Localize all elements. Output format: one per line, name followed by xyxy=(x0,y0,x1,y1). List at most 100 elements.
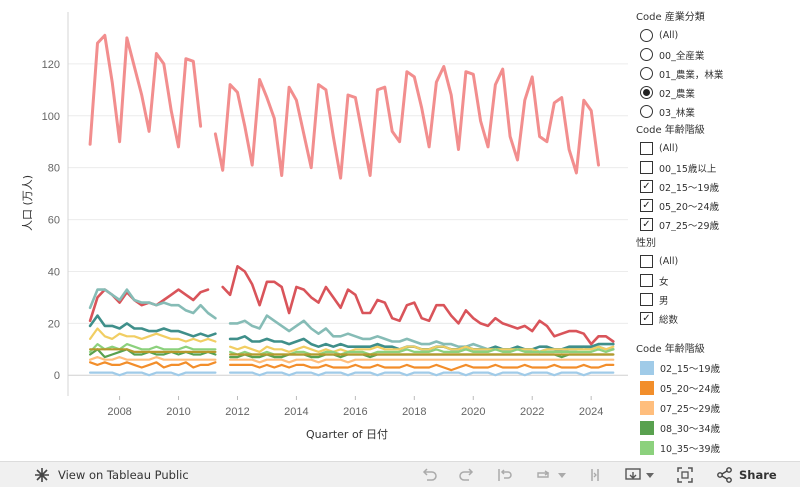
radio-button[interactable] xyxy=(640,105,653,118)
sex-filter-title: 性別 xyxy=(636,238,656,249)
checkbox[interactable]: ✓ xyxy=(640,312,653,325)
legend-item[interactable]: 07_25～29歳 xyxy=(630,398,798,418)
industry-option-label: 01_農業，林業 xyxy=(659,69,724,81)
legend-swatch xyxy=(640,421,654,435)
age-option-label: 05_20～24歳 xyxy=(659,201,720,213)
industry-option[interactable]: (All) xyxy=(630,26,798,45)
series-line-7[interactable] xyxy=(89,348,615,356)
sex-option-label: (All) xyxy=(659,256,679,267)
radio-button[interactable] xyxy=(640,86,653,99)
checkbox[interactable] xyxy=(640,142,653,155)
legend-label: 02_15～19歳 xyxy=(660,364,721,375)
radio-button[interactable] xyxy=(640,67,653,80)
checkbox[interactable] xyxy=(640,161,653,174)
legend-label: 05_20～24歳 xyxy=(660,384,721,395)
x-axis-title: Quarter of 日付 xyxy=(306,428,388,441)
age-option[interactable]: ✓ 07_25～29歳 xyxy=(630,215,798,231)
legend-swatch xyxy=(640,441,654,455)
age-option-label: 07_25～29歳 xyxy=(659,220,720,232)
legend-label: 07_25～29歳 xyxy=(660,404,721,415)
view-on-tableau-public-link[interactable]: View on Tableau Public xyxy=(0,465,189,485)
series-line-4[interactable] xyxy=(89,327,615,353)
series-line-10[interactable] xyxy=(89,371,615,377)
refresh-dropdown-caret[interactable] xyxy=(558,471,566,479)
view-on-tableau-public-label: View on Tableau Public xyxy=(58,467,189,482)
y-tick-label: 100 xyxy=(42,111,60,123)
x-tick-label: 2018 xyxy=(402,406,426,418)
caret-down-icon xyxy=(558,473,566,478)
undo-button[interactable] xyxy=(420,466,438,484)
age-option[interactable]: (All) xyxy=(630,139,798,158)
checkbox[interactable] xyxy=(640,255,653,268)
download-icon xyxy=(625,468,641,480)
tableau-logo-icon xyxy=(34,465,50,485)
industry-option[interactable]: 02_農業 xyxy=(630,83,798,102)
checkbox[interactable]: ✓ xyxy=(640,180,653,193)
sex-option[interactable]: 女 xyxy=(630,271,798,290)
sex-option[interactable]: ✓ 総数 xyxy=(630,309,798,328)
series-line-9[interactable] xyxy=(89,361,615,372)
legend-item[interactable]: 02_15～19歳 xyxy=(630,358,798,378)
redo-button[interactable] xyxy=(458,466,476,484)
download-button[interactable] xyxy=(624,466,644,484)
checkbox[interactable]: ✓ xyxy=(640,218,653,231)
industry-option-label: 02_農業 xyxy=(659,88,695,100)
y-tick-label: 120 xyxy=(42,59,60,71)
download-dropdown-caret[interactable] xyxy=(646,471,654,479)
age-option[interactable]: 00_15歳以上 xyxy=(630,158,798,177)
undo-icon xyxy=(422,468,437,481)
checkbox[interactable] xyxy=(640,274,653,287)
legend-item[interactable]: 08_30～34歳 xyxy=(630,418,798,438)
age-option-label: 00_15歳以上 xyxy=(659,163,717,175)
checkbox[interactable]: ✓ xyxy=(640,199,653,212)
legend-title: Code 年齢階級 xyxy=(636,344,705,355)
legend-item[interactable]: 05_20～24歳 xyxy=(630,378,798,398)
age-option-label: (All) xyxy=(659,143,679,154)
series-line-5[interactable] xyxy=(89,343,615,356)
industry-option[interactable]: 01_農業，林業 xyxy=(630,64,798,83)
industry-option[interactable]: 00_全産業 xyxy=(630,45,798,64)
age-filter-title: Code 年齢階級 xyxy=(636,125,705,136)
line-chart: 0 20 40 60 80 100 120 2008 2010 2012 2014 2016 2018 2… xyxy=(21,12,628,441)
legend-label: 10_35～39歳 xyxy=(660,444,721,455)
x-tick-label: 2016 xyxy=(343,406,367,418)
age-filter: Code 年齢階級 (All) 00_15歳以上 ✓ 02_15～19歳 ✓ 05_20～… xyxy=(630,123,798,231)
series-line-0[interactable] xyxy=(88,33,600,180)
radio-button[interactable] xyxy=(640,48,653,61)
x-tick-label: 2008 xyxy=(107,406,131,418)
industry-option-label: 03_林業 xyxy=(659,107,695,119)
revert-button[interactable] xyxy=(496,466,514,484)
sex-option-label: 総数 xyxy=(659,314,679,326)
share-button[interactable]: Share xyxy=(716,466,777,484)
age-option-label: 02_15～19歳 xyxy=(659,182,720,194)
tableau-toolbar: View on Tableau Public xyxy=(0,461,800,487)
industry-filter-title: Code 産業分類 xyxy=(636,12,705,23)
y-tick-label: 80 xyxy=(48,163,60,175)
fullscreen-button[interactable] xyxy=(676,466,694,484)
fullscreen-icon xyxy=(677,467,693,483)
legend-item[interactable]: 10_35～39歳 xyxy=(630,438,798,456)
pause-updates-button[interactable] xyxy=(586,466,604,484)
plot-area xyxy=(68,12,628,396)
refresh-button[interactable] xyxy=(534,466,552,484)
legend-label: 08_30～34歳 xyxy=(660,424,721,435)
filter-panel: Code 産業分類 (All) 00_全産業 01_農業，林業 02_農業 03_林業 … xyxy=(630,8,800,456)
industry-option[interactable]: 03_林業 xyxy=(630,102,798,120)
radio-button[interactable] xyxy=(640,29,653,42)
x-tick-label: 2010 xyxy=(166,406,190,418)
sex-option[interactable]: (All) xyxy=(630,252,798,271)
legend-swatch xyxy=(640,361,654,375)
age-option[interactable]: ✓ 02_15～19歳 xyxy=(630,177,798,196)
age-option[interactable]: ✓ 05_20～24歳 xyxy=(630,196,798,215)
sex-option[interactable]: 男 xyxy=(630,290,798,309)
caret-down-icon xyxy=(646,473,654,478)
industry-option-label: (All) xyxy=(659,30,679,41)
checkbox[interactable] xyxy=(640,293,653,306)
series-line-8[interactable] xyxy=(89,356,615,364)
x-tick-label: 2022 xyxy=(520,406,544,418)
revert-icon xyxy=(498,469,512,481)
y-tick-label: 20 xyxy=(48,318,60,330)
legend-swatch xyxy=(640,381,654,395)
sex-filter: 性別 (All) 女男 ✓ 総数 xyxy=(630,236,798,331)
y-tick-label: 40 xyxy=(48,266,60,278)
